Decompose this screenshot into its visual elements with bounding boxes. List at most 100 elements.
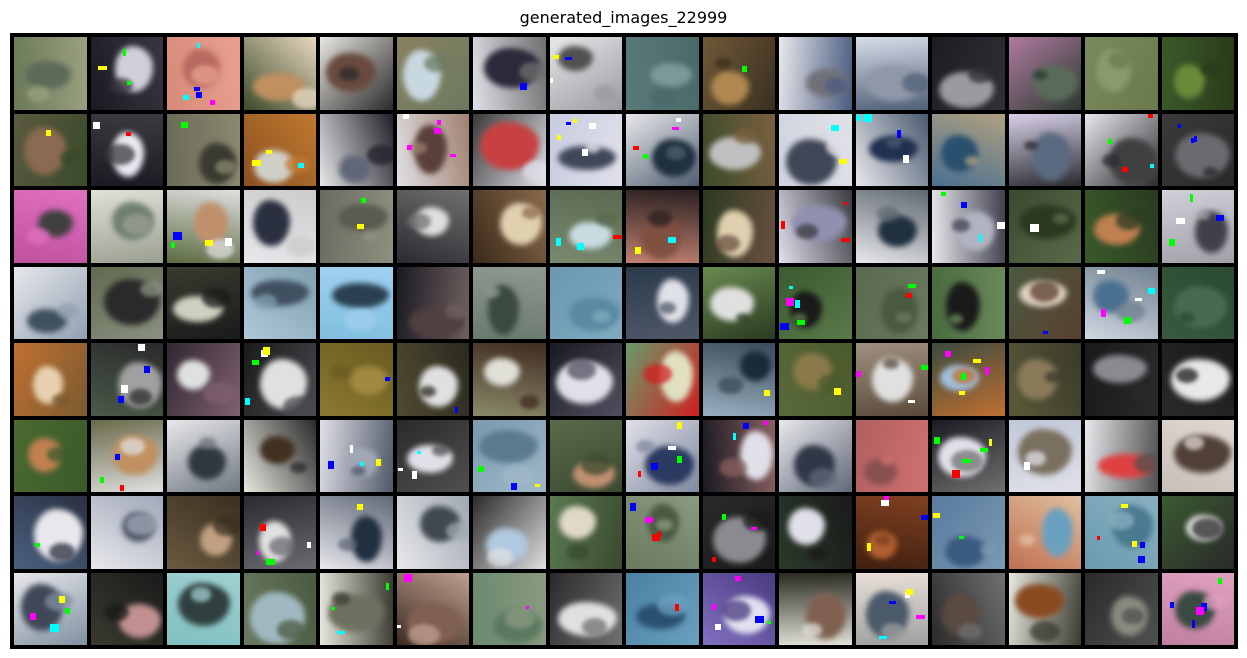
tile-shadow-blob (567, 359, 596, 381)
tile-shadow-blob (408, 623, 440, 645)
generated-image-tile (1161, 266, 1234, 339)
generated-image-tile (14, 266, 87, 339)
generated-image-tile (779, 266, 852, 339)
tile-artifact-pixel (1030, 223, 1039, 232)
generated-image-tile (14, 496, 87, 569)
tile-shadow-blob (27, 86, 51, 103)
generated-image-tile (90, 190, 163, 263)
tile-shadow-blob (408, 141, 427, 155)
generated-image-tile (702, 113, 775, 186)
tile-shadow-blob (505, 608, 536, 630)
tile-artifact-pixel (613, 234, 622, 239)
tile-artifact-pixel (671, 126, 680, 131)
generated-image-tile (932, 266, 1005, 339)
tile-shadow-blob (109, 77, 133, 94)
tile-shadow-blob (825, 78, 849, 95)
generated-image-tile (473, 37, 546, 110)
generated-image-tile (855, 572, 928, 645)
generated-image-tile (855, 266, 928, 339)
tile-shadow-blob (948, 313, 963, 324)
generated-image-tile (167, 266, 240, 339)
tile-shadow-blob (268, 537, 296, 557)
tile-shadow-blob (366, 145, 393, 165)
tile-artifact-pixel (675, 604, 679, 611)
tile-shadow-blob (424, 54, 449, 72)
tile-shadow-blob (214, 159, 236, 175)
tile-subject-blob (1018, 204, 1077, 239)
generated-image-tile (90, 496, 163, 569)
generated-image-tile (1161, 343, 1234, 416)
tile-artifact-pixel (675, 117, 682, 123)
tile-shadow-blob (980, 543, 998, 556)
tile-subject-blob (649, 62, 693, 88)
tile-shadow-blob (1045, 371, 1063, 383)
figure-title: generated_images_22999 (519, 8, 728, 27)
tile-shadow-blob (331, 591, 351, 605)
generated-image-tile (1085, 572, 1158, 645)
tile-shadow-blob (1102, 154, 1121, 168)
generated-image-tile (702, 37, 775, 110)
tile-artifact-pixel (797, 319, 805, 326)
tile-artifact-pixel (668, 236, 676, 244)
generated-image-tile (1161, 572, 1234, 645)
tile-artifact-pixel (903, 155, 909, 163)
tile-shadow-blob (581, 454, 612, 475)
tile-artifact-pixel (763, 421, 769, 426)
tile-shadow-blob (566, 544, 589, 560)
tile-artifact-pixel (642, 154, 649, 160)
generated-image-tile (167, 496, 240, 569)
tile-artifact-pixel (34, 542, 40, 547)
generated-image-tile (855, 343, 928, 416)
tile-shadow-blob (657, 593, 690, 617)
tile-artifact-pixel (1120, 503, 1129, 509)
tile-artifact-pixel (1147, 113, 1153, 119)
generated-image-tile (626, 190, 699, 263)
tile-artifact-pixel (519, 83, 527, 91)
tile-artifact-pixel (224, 237, 232, 246)
tile-shadow-blob (957, 622, 983, 640)
tile-artifact-pixel (1101, 309, 1106, 318)
tile-artifact-pixel (961, 201, 968, 209)
generated-image-tile (473, 190, 546, 263)
tile-artifact-pixel (952, 470, 961, 478)
tile-artifact-pixel (120, 385, 129, 393)
tile-shadow-blob (126, 513, 157, 535)
generated-image-tile (396, 572, 469, 645)
tile-shadow-blob (592, 84, 617, 102)
tile-shadow-blob (1134, 453, 1158, 474)
tile-artifact-pixel (1123, 317, 1132, 325)
tile-artifact-pixel (549, 78, 554, 84)
tile-shadow-blob (120, 438, 146, 456)
tile-artifact-pixel (92, 121, 100, 130)
tile-shadow-blob (647, 210, 672, 228)
generated-image-tile (90, 37, 163, 110)
tile-artifact-pixel (843, 201, 848, 205)
tile-artifact-pixel (170, 241, 176, 249)
tile-shadow-blob (808, 468, 837, 489)
tile-artifact-pixel (588, 122, 596, 130)
tile-artifact-pixel (115, 454, 120, 460)
tile-artifact-pixel (732, 432, 736, 441)
tile-artifact-pixel (841, 238, 850, 242)
tile-artifact-pixel (195, 92, 202, 98)
generated-image-tile (779, 37, 852, 110)
tile-artifact-pixel (866, 543, 871, 551)
tile-shadow-blob (203, 381, 235, 404)
tile-artifact-pixel (1024, 462, 1030, 471)
tile-artifact-pixel (742, 66, 748, 72)
tile-shadow-blob (276, 620, 306, 640)
tile-artifact-pixel (944, 350, 951, 357)
tile-shadow-blob (1033, 69, 1049, 81)
tile-artifact-pixel (1131, 541, 1137, 548)
tile-artifact-pixel (785, 298, 795, 307)
tile-shadow-blob (718, 376, 743, 394)
tile-artifact-pixel (883, 496, 890, 503)
tile-shadow-blob (282, 396, 314, 416)
tile-shadow-blob (809, 547, 827, 561)
tile-artifact-pixel (565, 121, 571, 125)
tile-artifact-pixel (1169, 238, 1176, 247)
tile-artifact-pixel (360, 461, 364, 466)
tile-subject-blob (24, 127, 67, 175)
generated-image-tile (167, 190, 240, 263)
tile-shadow-blob (406, 213, 432, 231)
